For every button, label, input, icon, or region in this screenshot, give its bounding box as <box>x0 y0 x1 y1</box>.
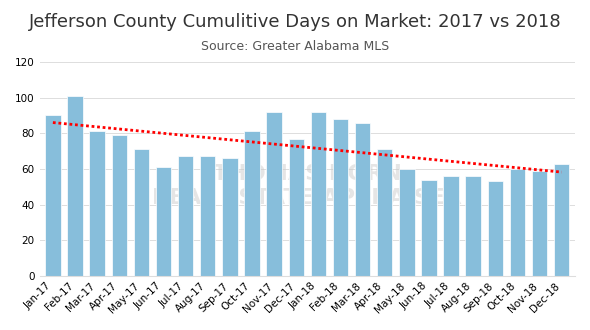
Bar <box>466 176 481 276</box>
Bar <box>90 131 105 276</box>
Bar <box>67 96 83 276</box>
Bar <box>377 149 392 276</box>
Bar <box>244 131 260 276</box>
Bar <box>443 176 459 276</box>
Bar <box>333 119 348 276</box>
Bar <box>532 171 548 276</box>
Bar <box>112 135 127 276</box>
Text: Source: Greater Alabama MLS: Source: Greater Alabama MLS <box>201 40 389 52</box>
Bar <box>310 112 326 276</box>
Bar <box>554 164 569 276</box>
Bar <box>510 169 525 276</box>
Bar <box>266 112 282 276</box>
Bar <box>45 115 61 276</box>
Bar <box>399 169 415 276</box>
Text: THOMAS HORN
REAL ESTATE APPRAISER: THOMAS HORN REAL ESTATE APPRAISER <box>152 164 462 208</box>
Text: Jefferson County Cumulitive Days on Market: 2017 vs 2018: Jefferson County Cumulitive Days on Mark… <box>29 13 561 31</box>
Bar <box>289 139 304 276</box>
Bar <box>421 180 437 276</box>
Bar <box>156 167 171 276</box>
Bar <box>178 156 194 276</box>
Bar <box>355 122 371 276</box>
Bar <box>487 182 503 276</box>
Bar <box>222 158 238 276</box>
Bar <box>200 156 215 276</box>
Bar <box>134 149 149 276</box>
